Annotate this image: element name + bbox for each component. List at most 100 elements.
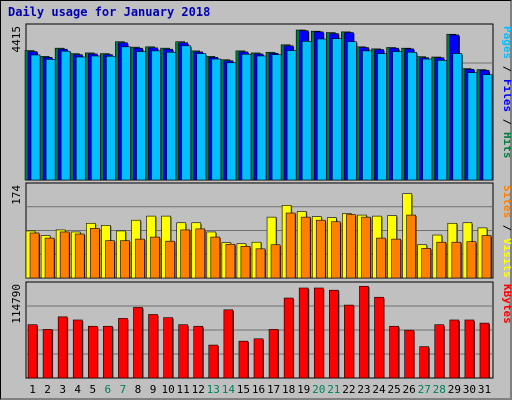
bar-pages-day-26 bbox=[407, 51, 417, 181]
bar-pages-day-18 bbox=[286, 50, 297, 181]
x-label-day-19: 19 bbox=[297, 383, 310, 396]
bar-pages-day-2 bbox=[45, 59, 56, 181]
x-label-day-2: 2 bbox=[44, 383, 51, 396]
bar-sites-day-31 bbox=[481, 235, 492, 279]
bar-kbytes-day-1 bbox=[27, 324, 38, 379]
bar-kbytes-day-5 bbox=[87, 325, 98, 379]
bar-pages-day-22 bbox=[347, 41, 357, 181]
bar-kbytes-day-24 bbox=[374, 296, 384, 379]
max-label-hits_files_pages: 4415 bbox=[10, 26, 23, 53]
x-label-day-4: 4 bbox=[74, 383, 81, 396]
x-label-day-13: 13 bbox=[207, 383, 220, 396]
x-label-day-24: 24 bbox=[372, 383, 386, 396]
bar-kbytes-day-22 bbox=[344, 304, 354, 379]
bar-sites-day-9 bbox=[150, 236, 160, 279]
panel-visits_sites: 174 Sites / Visits bbox=[10, 182, 511, 279]
x-label-day-8: 8 bbox=[135, 383, 142, 396]
bar-pages-day-3 bbox=[60, 50, 71, 181]
panel-kbytes: 114790 KBytes bbox=[10, 281, 511, 379]
bar-pages-day-21 bbox=[332, 38, 342, 181]
bar-sites-day-29 bbox=[451, 241, 462, 279]
bar-kbytes-day-31 bbox=[479, 322, 490, 379]
max-label-visits_sites: 174 bbox=[10, 185, 23, 205]
bar-sites-day-16 bbox=[255, 248, 266, 279]
bar-sites-day-23 bbox=[361, 216, 371, 279]
bar-pages-day-27 bbox=[422, 58, 433, 181]
x-label-day-6: 6 bbox=[105, 383, 112, 396]
legend-label-visits: Visits bbox=[501, 238, 511, 278]
bar-kbytes-day-15 bbox=[238, 340, 249, 379]
bar-kbytes-day-18 bbox=[283, 297, 294, 379]
chart-title: Daily usage for January 2018 bbox=[8, 5, 210, 19]
bar-kbytes-day-30 bbox=[464, 319, 475, 379]
bar-kbytes-day-2 bbox=[42, 329, 53, 379]
bar-pages-day-7 bbox=[121, 46, 131, 181]
bar-sites-day-18 bbox=[285, 212, 296, 279]
bar-kbytes-day-25 bbox=[389, 325, 399, 379]
legend-label-hits: Hits bbox=[501, 132, 511, 159]
x-label-day-20: 20 bbox=[312, 383, 325, 396]
chart-panels: 4415 Pages / Files / Hits 174 Sites / Visit… bbox=[10, 23, 511, 379]
legend-kbytes: KBytes bbox=[501, 284, 511, 324]
x-label-day-30: 30 bbox=[463, 383, 476, 396]
bar-sites-day-20 bbox=[315, 219, 326, 279]
x-label-day-11: 11 bbox=[177, 383, 190, 396]
x-label-day-31: 31 bbox=[478, 383, 491, 396]
bar-pages-day-16 bbox=[256, 55, 267, 181]
bar-sites-day-12 bbox=[195, 228, 206, 279]
bar-sites-day-28 bbox=[436, 241, 447, 279]
bar-pages-day-9 bbox=[151, 50, 161, 181]
bar-pages-day-20 bbox=[316, 38, 327, 181]
legend-label-files: Files bbox=[501, 79, 511, 112]
legend-label-pages: Pages bbox=[501, 26, 511, 59]
bar-sites-day-27 bbox=[421, 248, 432, 279]
bar-kbytes-day-7 bbox=[118, 318, 128, 379]
legend-separator: / bbox=[501, 112, 511, 132]
bar-pages-day-14 bbox=[226, 62, 237, 181]
x-label-day-26: 26 bbox=[403, 383, 416, 396]
bar-pages-day-6 bbox=[106, 56, 116, 181]
bar-sites-day-8 bbox=[135, 238, 145, 279]
legend-label-kbytes: KBytes bbox=[501, 284, 511, 324]
bar-kbytes-day-20 bbox=[313, 287, 324, 379]
bar-pages-day-30 bbox=[467, 72, 478, 181]
bar-kbytes-day-12 bbox=[193, 325, 204, 379]
bar-sites-day-7 bbox=[120, 240, 130, 279]
x-label-day-22: 22 bbox=[342, 383, 355, 396]
bar-kbytes-day-23 bbox=[359, 285, 369, 379]
bar-sites-day-15 bbox=[240, 245, 251, 279]
bar-pages-day-19 bbox=[301, 41, 312, 181]
bar-sites-day-24 bbox=[376, 237, 386, 279]
bar-kbytes-day-13 bbox=[208, 344, 219, 379]
bar-sites-day-14 bbox=[225, 243, 236, 279]
bar-kbytes-day-10 bbox=[163, 317, 173, 379]
legend-hits_files_pages: Pages / Files / Hits bbox=[501, 26, 511, 159]
bar-kbytes-day-4 bbox=[72, 319, 83, 379]
bar-kbytes-day-16 bbox=[253, 338, 264, 379]
bar-pages-day-31 bbox=[482, 74, 493, 181]
bar-kbytes-day-17 bbox=[268, 329, 279, 379]
x-label-day-14: 14 bbox=[222, 383, 236, 396]
bar-sites-day-3 bbox=[59, 231, 70, 279]
bar-sites-day-30 bbox=[466, 241, 477, 279]
legend-separator: / bbox=[501, 218, 511, 238]
x-label-day-1: 1 bbox=[29, 383, 36, 396]
bar-sites-day-11 bbox=[180, 229, 190, 279]
bar-pages-day-28 bbox=[437, 60, 448, 181]
bar-kbytes-day-8 bbox=[133, 307, 143, 379]
bar-sites-day-25 bbox=[391, 238, 401, 279]
bar-kbytes-day-26 bbox=[404, 329, 414, 379]
bar-pages-day-13 bbox=[211, 58, 222, 181]
bar-kbytes-day-29 bbox=[449, 319, 460, 379]
x-label-day-7: 7 bbox=[120, 383, 127, 396]
x-label-day-28: 28 bbox=[433, 383, 446, 396]
bar-sites-day-5 bbox=[89, 228, 100, 279]
bar-kbytes-day-14 bbox=[223, 309, 234, 379]
bar-kbytes-day-21 bbox=[329, 289, 339, 379]
bar-pages-day-25 bbox=[392, 51, 402, 181]
bar-pages-day-11 bbox=[181, 45, 191, 181]
bar-pages-day-1 bbox=[30, 54, 41, 181]
x-label-day-10: 10 bbox=[161, 383, 174, 396]
